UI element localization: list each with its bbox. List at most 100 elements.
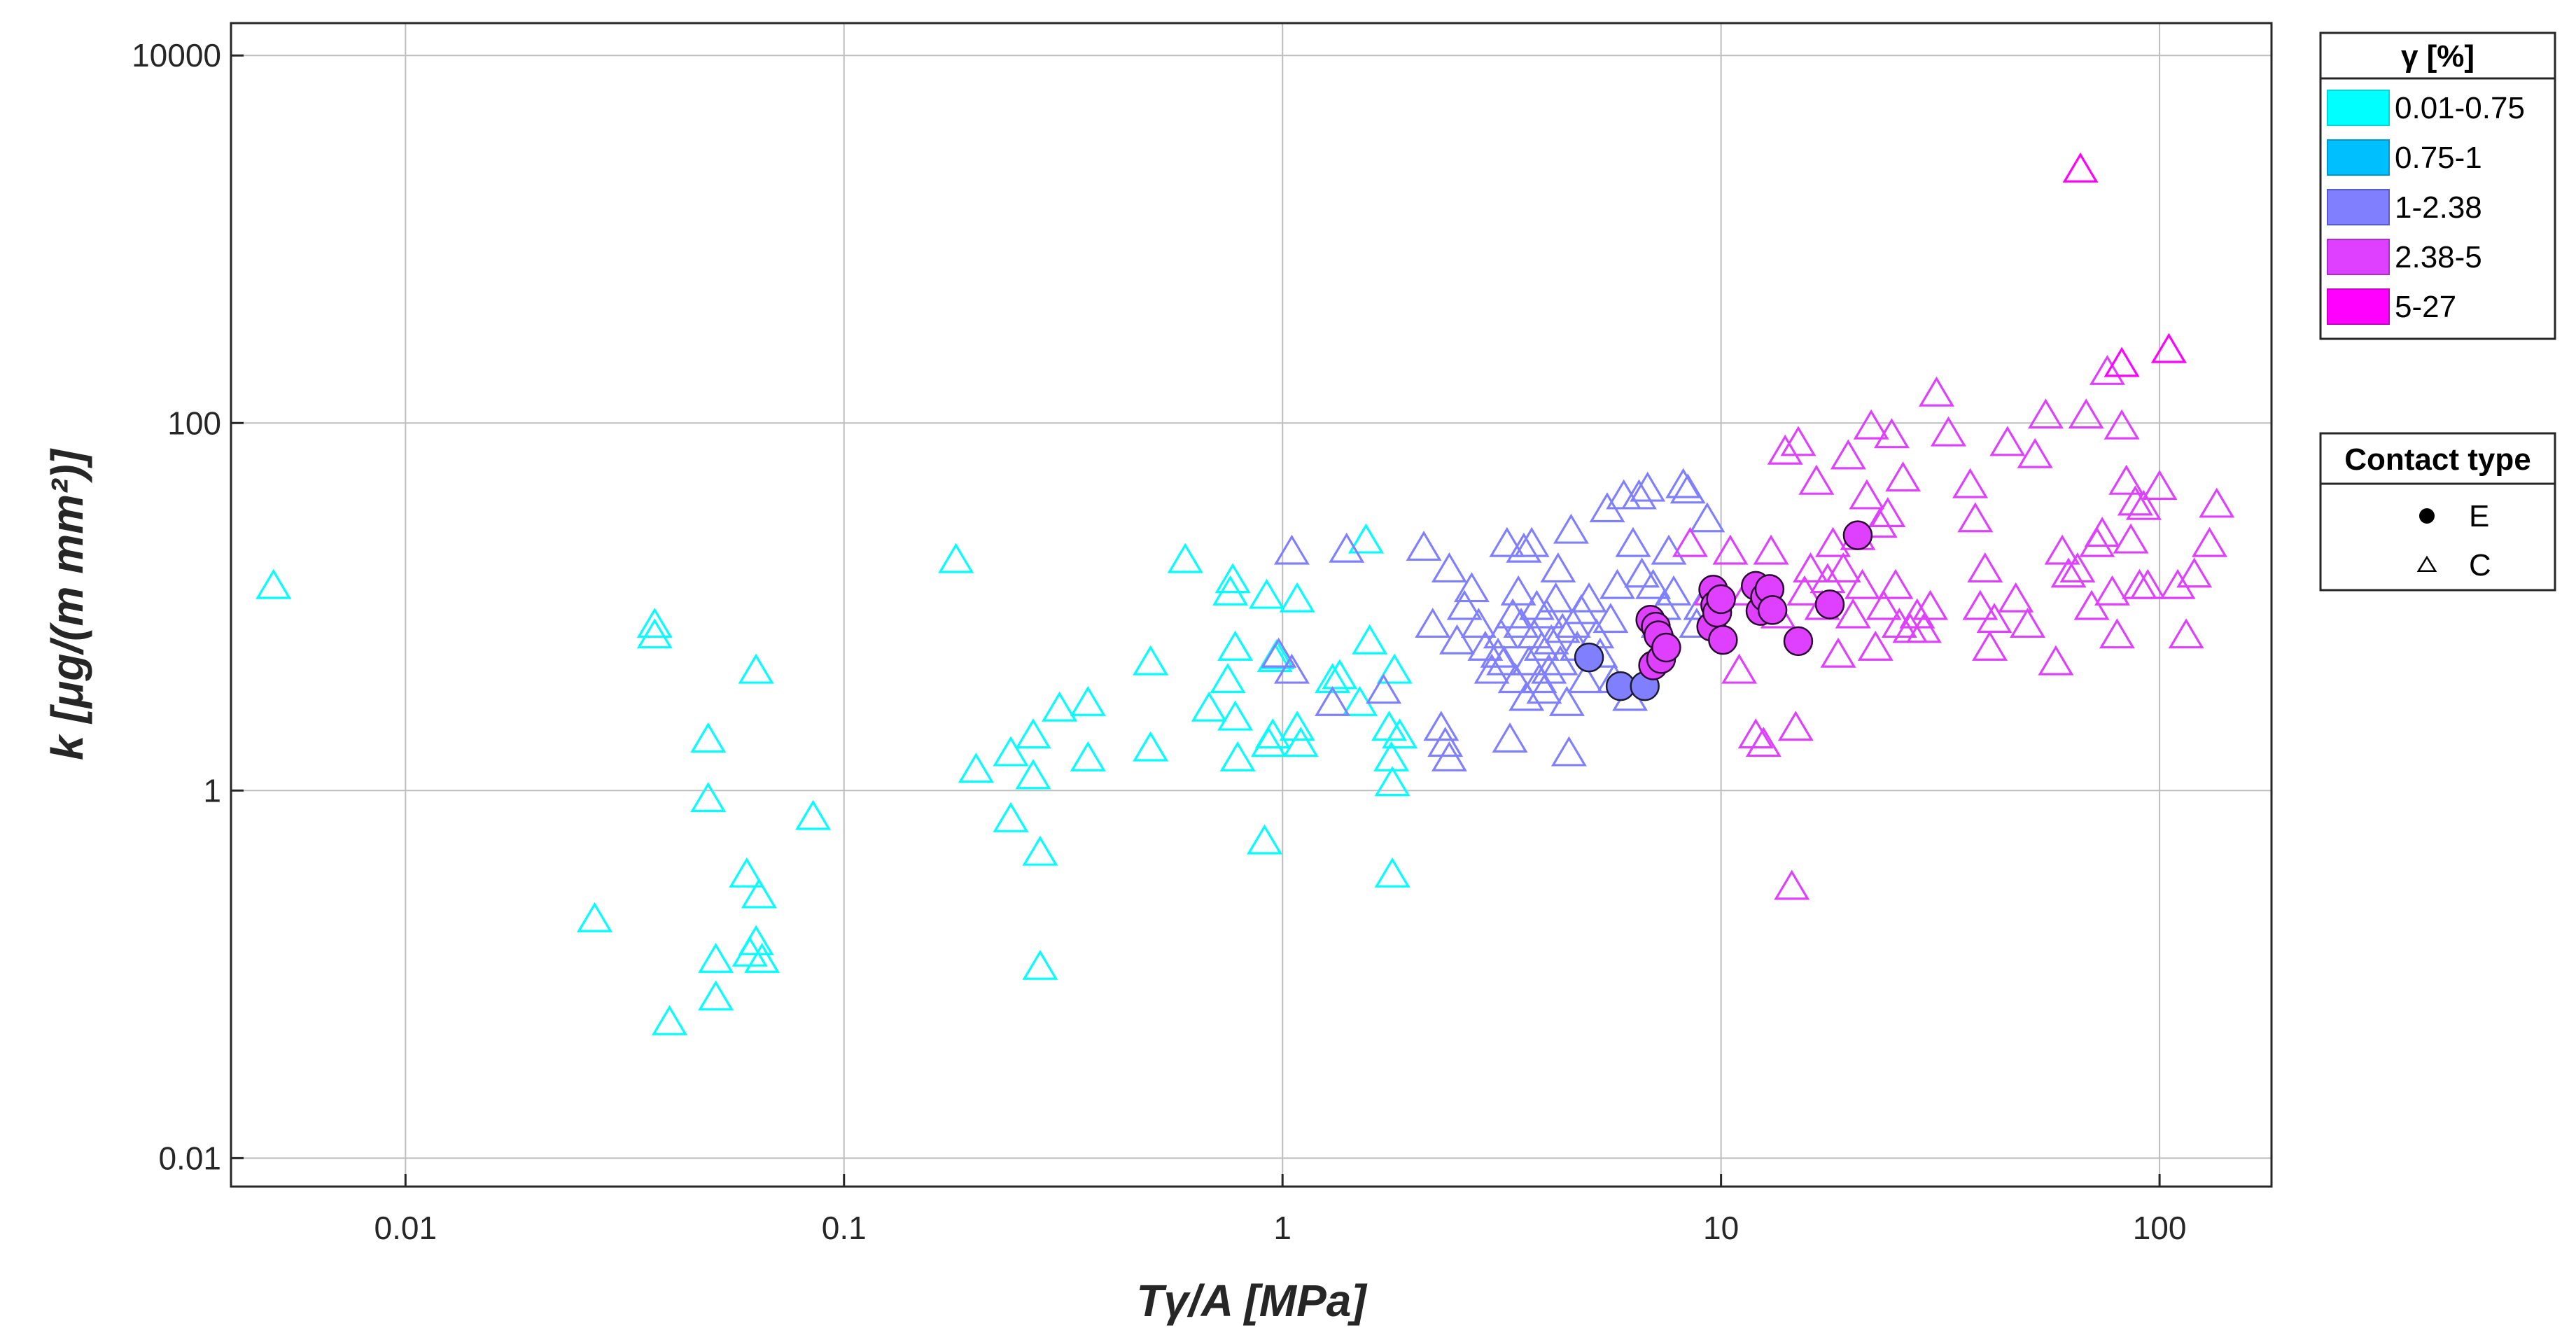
data-point-triangle bbox=[1511, 645, 1547, 676]
data-point-triangle bbox=[1962, 589, 1998, 620]
legend-gamma-swatch bbox=[2327, 288, 2390, 325]
y-axis-title: k [μg/(m mm²)] bbox=[42, 447, 92, 760]
legend-gamma-label: 2.38-5 bbox=[2395, 240, 2482, 274]
data-point-triangle bbox=[1133, 645, 1169, 676]
data-point-triangle bbox=[1877, 568, 1914, 599]
data-point-triangle bbox=[1777, 711, 1814, 741]
data-point-triangle bbox=[1815, 526, 1851, 557]
data-point-triangle bbox=[1415, 608, 1451, 638]
data-point-triangle bbox=[2089, 354, 2125, 385]
data-point-triangle bbox=[2073, 589, 2110, 620]
data-point-triangle bbox=[1022, 949, 1058, 980]
data-point-triangle bbox=[738, 653, 774, 684]
x-axis-title: Tγ/A [MPa] bbox=[1136, 1275, 1368, 1326]
data-point-triangle bbox=[2050, 557, 2087, 588]
data-point-triangle bbox=[1540, 552, 1576, 583]
grid bbox=[231, 23, 2272, 1187]
data-point-triangle bbox=[1885, 461, 1921, 492]
data-point-triangle bbox=[1427, 727, 1464, 757]
data-point-triangle bbox=[1214, 563, 1251, 594]
data-point-triangle bbox=[993, 802, 1029, 832]
data-point-triangle bbox=[2125, 489, 2162, 520]
data-point-triangle bbox=[1753, 534, 1789, 565]
data-point-triangle bbox=[1844, 568, 1880, 599]
data-point-triangle bbox=[1861, 508, 1898, 538]
data-point-triangle bbox=[1745, 727, 1782, 757]
data-point-circle bbox=[1842, 520, 1873, 550]
data-point-triangle bbox=[1615, 526, 1651, 557]
data-point-triangle bbox=[2141, 470, 2178, 501]
data-point-triangle bbox=[1972, 630, 2008, 661]
data-point-triangle bbox=[1453, 572, 1490, 603]
data-point-triangle bbox=[1217, 630, 1254, 661]
data-point-triangle bbox=[1905, 613, 1942, 643]
data-point-triangle bbox=[1282, 727, 1319, 757]
legend-contact-title: Contact type bbox=[2344, 442, 2530, 477]
data-point-triangle bbox=[2129, 568, 2166, 599]
data-point-triangle bbox=[2117, 485, 2153, 516]
data-point-triangle bbox=[1247, 824, 1283, 855]
data-point-triangle bbox=[1382, 718, 1418, 749]
data-point-circle bbox=[1706, 584, 1736, 615]
data-point-triangle bbox=[2104, 347, 2140, 377]
data-point-triangle bbox=[1989, 426, 2026, 456]
data-point-triangle bbox=[1533, 624, 1569, 655]
data-point-triangle bbox=[1513, 526, 1550, 557]
legend-gamma-box bbox=[2319, 32, 2556, 340]
data-point-triangle bbox=[1210, 663, 1246, 694]
data-point-triangle bbox=[1998, 582, 2034, 613]
data-point-triangle bbox=[1167, 543, 1203, 573]
legend-contact-entries: EC bbox=[2416, 499, 2491, 582]
data-point-triangle bbox=[1672, 526, 1708, 557]
data-point-triangle bbox=[1542, 645, 1578, 676]
data-point-triangle bbox=[2059, 552, 2096, 583]
data-point-triangle bbox=[1133, 731, 1169, 762]
data-points bbox=[255, 152, 2235, 1035]
legend-gamma-label: 5-27 bbox=[2395, 290, 2456, 324]
data-point-triangle bbox=[2044, 534, 2080, 565]
data-point-triangle bbox=[1460, 608, 1497, 638]
x-tick-label: 10 bbox=[1703, 1210, 1739, 1246]
data-point-triangle bbox=[1820, 637, 1856, 668]
data-point-triangle bbox=[1446, 589, 1483, 620]
data-point-triangle bbox=[1830, 439, 1866, 470]
legend-contact: Contact type EC bbox=[2319, 432, 2556, 592]
legend-contact-box bbox=[2319, 432, 2556, 592]
data-point-triangle bbox=[2160, 568, 2196, 599]
data-point-triangle bbox=[1329, 532, 1365, 563]
data-point-triangle bbox=[1853, 409, 1889, 440]
data-point-triangle bbox=[1952, 468, 1989, 498]
ticks: 0.01 0.1 1 10 100 0.01 1 100 10000 bbox=[132, 37, 2186, 1246]
data-point-triangle bbox=[1438, 624, 1475, 655]
data-point-triangle bbox=[1322, 659, 1358, 690]
data-point-triangle bbox=[1538, 582, 1574, 613]
data-point-triangle bbox=[1506, 532, 1542, 563]
data-point-triangle bbox=[1567, 663, 1604, 694]
data-point-triangle bbox=[636, 618, 673, 649]
data-point-triangle bbox=[698, 980, 734, 1011]
legend-contact-marker-circle bbox=[2419, 508, 2435, 524]
y-tick-label: 100 bbox=[167, 405, 221, 441]
data-point-triangle bbox=[1571, 582, 1607, 613]
data-point-triangle bbox=[1431, 741, 1467, 771]
data-point-triangle bbox=[1254, 718, 1291, 749]
data-point-triangle bbox=[651, 1005, 687, 1035]
data-point-triangle bbox=[2038, 645, 2074, 676]
data-point-triangle bbox=[1624, 557, 1660, 588]
data-point-triangle bbox=[1857, 630, 1893, 661]
data-point-triangle bbox=[577, 902, 613, 932]
data-point-triangle bbox=[1793, 552, 1828, 583]
data-point-triangle bbox=[1918, 376, 1954, 407]
data-point-triangle bbox=[1273, 534, 1310, 565]
data-point-triangle bbox=[1767, 434, 1803, 465]
data-point-triangle bbox=[1544, 613, 1581, 643]
data-point-triangle bbox=[1825, 552, 1861, 583]
legend-gamma-swatch bbox=[2327, 139, 2390, 176]
data-point-triangle bbox=[2191, 526, 2227, 557]
data-point-triangle bbox=[1712, 534, 1749, 565]
data-point-triangle bbox=[1967, 552, 2003, 583]
data-point-triangle bbox=[958, 753, 994, 783]
data-point-triangle bbox=[1486, 645, 1522, 676]
data-point-triangle bbox=[1531, 653, 1567, 684]
